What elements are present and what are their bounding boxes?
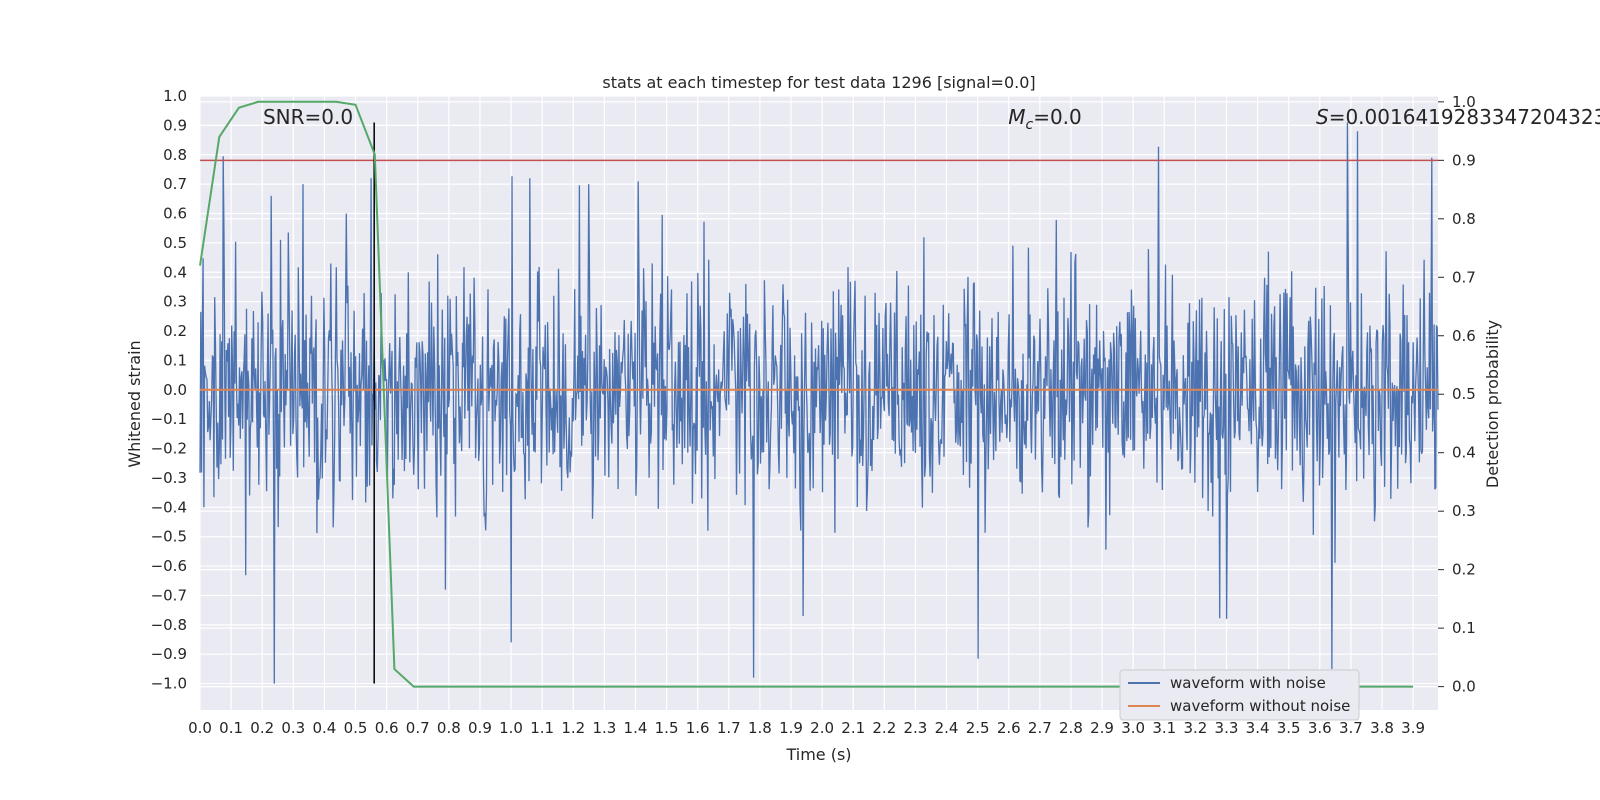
x-tick-label: 0.1: [219, 719, 243, 737]
x-tick-label: 2.8: [1059, 719, 1083, 737]
series-lines: [199, 100, 1438, 688]
y-tick-label: 0.8: [163, 146, 187, 164]
x-tick-label: 2.3: [903, 719, 927, 737]
line-waveform-with-noise: [199, 122, 1439, 684]
chart-title: stats at each timestep for test data 129…: [602, 73, 1035, 92]
y2-axis-label: Detection probability: [1483, 320, 1502, 488]
x-tick-label: 3.7: [1339, 719, 1363, 737]
x-tick-label: 1.0: [499, 719, 523, 737]
y-tick-label: 0.2: [163, 322, 187, 340]
y2-tick-label: 0.3: [1452, 502, 1476, 520]
y-tick-label: −0.2: [151, 440, 187, 458]
x-tick-label: 1.5: [655, 719, 679, 737]
y-axis-ticks: 1.0 0.9 0.8 0.7 0.6 0.5 0.4 0.3 0.2 0.1 0.0 −0.1 −0.…: [151, 87, 187, 693]
legend-box: [1119, 669, 1360, 721]
x-axis-ticks: 0.0 0.1 0.2 0.3 0.4 0.5 0.6 0.7 0.8 0.9 1.0 1.1 1.2 1…: [188, 719, 1425, 737]
x-tick-label: 3.5: [1277, 719, 1301, 737]
x-tick-label: 1.4: [624, 719, 648, 737]
x-tick-label: 2.2: [872, 719, 896, 737]
y-tick-label: −0.5: [151, 528, 187, 546]
x-tick-label: 0.3: [281, 719, 305, 737]
y-tick-label: 0.5: [163, 234, 187, 252]
y2-tick-label: 0.1: [1452, 619, 1476, 637]
y2-tick-label: 0.2: [1452, 561, 1476, 579]
y-tick-label: 0.4: [163, 263, 187, 281]
x-tick-label: 1.6: [686, 719, 710, 737]
x-tick-label: 1.9: [779, 719, 803, 737]
x-tick-label: 2.4: [935, 719, 959, 737]
y-tick-label: −0.8: [151, 616, 187, 634]
x-tick-label: 0.2: [250, 719, 274, 737]
y-tick-label: −0.4: [151, 498, 187, 516]
y-tick-label: −0.1: [151, 410, 187, 428]
y-tick-label: −0.3: [151, 469, 187, 487]
y2-tick-label: 0.0: [1452, 678, 1476, 696]
y-tick-label: −0.9: [151, 645, 187, 663]
y-tick-label: 0.3: [163, 293, 187, 311]
annotation-mc: Mc=0.0: [1008, 105, 1082, 133]
x-tick-label: 2.5: [966, 719, 990, 737]
x-tick-label: 1.8: [748, 719, 772, 737]
x-tick-label: 3.1: [1152, 719, 1176, 737]
y-tick-label: 0.7: [163, 175, 187, 193]
y-tick-label: 1.0: [163, 87, 187, 105]
series-waveform-with-noise: [199, 122, 1439, 684]
legend-label-clean: waveform without noise: [1170, 697, 1350, 715]
x-tick-label: 2.7: [1028, 719, 1052, 737]
y2-tick-label: 0.4: [1452, 444, 1476, 462]
y2-tick-label: 0.9: [1452, 151, 1476, 169]
y2-tick-label: 1.0: [1452, 93, 1476, 111]
x-tick-label: 3.2: [1183, 719, 1207, 737]
y-axis-label: Whitened strain: [125, 340, 144, 467]
x-tick-label: 3.4: [1246, 719, 1270, 737]
y2-tick-label: 0.6: [1452, 327, 1476, 345]
y-tick-label: −1.0: [151, 675, 187, 693]
y-tick-label: 0.0: [163, 381, 187, 399]
x-axis-label: Time (s): [785, 745, 851, 764]
x-tick-label: 2.0: [810, 719, 834, 737]
x-tick-label: 2.9: [1090, 719, 1114, 737]
legend: waveform with noise waveform without noi…: [1119, 669, 1360, 721]
y-tick-label: −0.6: [151, 557, 187, 575]
annotation-s: S=0.0016419283347204323: [1316, 105, 1600, 129]
x-tick-label: 0.4: [312, 719, 336, 737]
x-tick-label: 0.7: [406, 719, 430, 737]
x-tick-label: 3.6: [1308, 719, 1332, 737]
x-tick-label: 3.9: [1401, 719, 1425, 737]
x-tick-label: 0.0: [188, 719, 212, 737]
x-tick-label: 3.3: [1215, 719, 1239, 737]
x-tick-label: 1.7: [717, 719, 741, 737]
y-tick-label: 0.1: [163, 351, 187, 369]
y2-axis-ticks: 1.0 0.9 0.8 0.7 0.6 0.5 0.4 0.3 0.2 0.1 0.0: [1438, 93, 1476, 696]
x-tick-label: 1.2: [561, 719, 585, 737]
x-tick-label: 1.3: [592, 719, 616, 737]
x-tick-label: 2.1: [841, 719, 865, 737]
x-tick-label: 1.1: [530, 719, 554, 737]
y2-tick-label: 0.7: [1452, 268, 1476, 286]
x-tick-label: 0.8: [437, 719, 461, 737]
y-tick-label: 0.9: [163, 116, 187, 134]
y2-tick-label: 0.5: [1452, 385, 1476, 403]
x-tick-label: 3.0: [1121, 719, 1145, 737]
line-detection-probability: [199, 100, 1414, 688]
x-tick-label: 0.9: [468, 719, 492, 737]
y2-tick-label: 0.8: [1452, 210, 1476, 228]
legend-label-noise: waveform with noise: [1170, 674, 1326, 692]
x-tick-label: 3.8: [1370, 719, 1394, 737]
x-tick-label: 0.5: [344, 719, 368, 737]
x-tick-label: 2.6: [997, 719, 1021, 737]
y-tick-label: −0.7: [151, 586, 187, 604]
annotation-snr: SNR=0.0: [263, 105, 353, 129]
y-tick-label: 0.6: [163, 205, 187, 223]
x-tick-label: 0.6: [375, 719, 399, 737]
